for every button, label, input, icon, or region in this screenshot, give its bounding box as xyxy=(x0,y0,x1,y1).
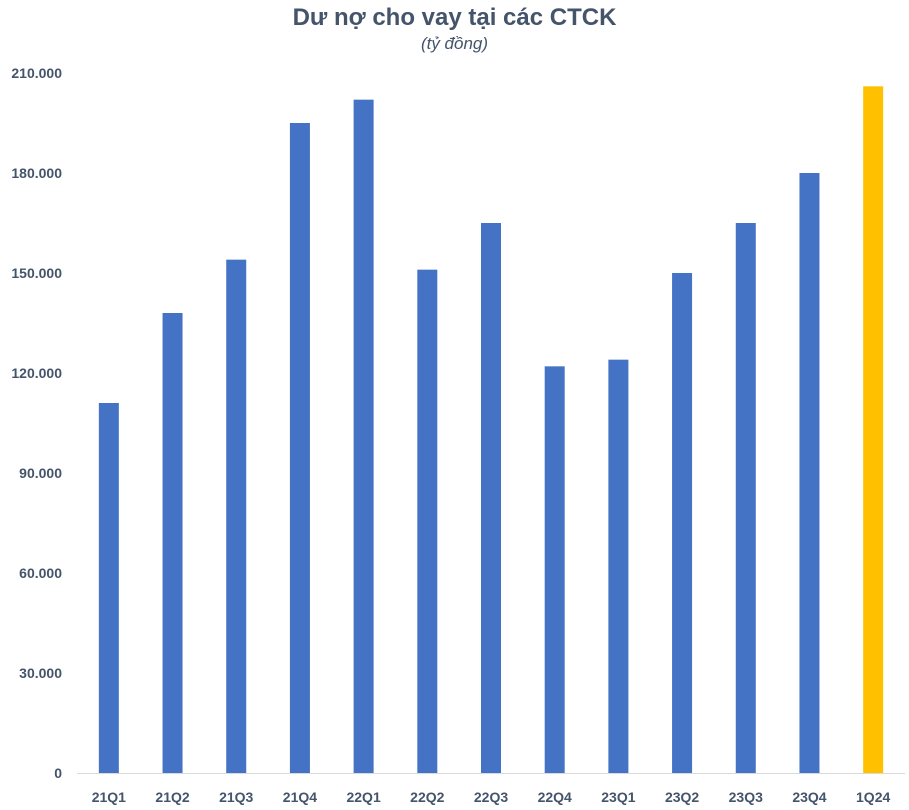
x-tick-label: 22Q3 xyxy=(474,789,508,805)
x-axis: 21Q1 21Q2 21Q3 21Q4 22Q1 22Q2 22Q3 22Q4 23Q1 23Q2… xyxy=(77,773,905,805)
y-axis: 0 30.000 60.000 90.000 120.000 150.000 180.000… xyxy=(11,65,62,781)
bar-23Q4 xyxy=(799,173,820,773)
x-tick-label: 22Q2 xyxy=(410,789,444,805)
y-tick-label: 180.000 xyxy=(11,165,62,181)
bar-21Q4 xyxy=(289,123,310,773)
x-tick-label: 22Q4 xyxy=(538,789,572,805)
bar-22Q2 xyxy=(417,269,438,773)
y-tick-label: 0 xyxy=(54,765,62,781)
x-tick-label: 23Q4 xyxy=(792,789,826,805)
x-tick-label: 21Q3 xyxy=(219,789,253,805)
x-tick-label: 23Q2 xyxy=(665,789,699,805)
x-tick-label: 23Q3 xyxy=(729,789,763,805)
bar-1Q24 xyxy=(863,86,884,774)
y-tick-label: 60.000 xyxy=(19,565,62,581)
bar-22Q3 xyxy=(481,223,501,773)
bar-22Q4 xyxy=(544,366,565,773)
y-tick-label: 210.000 xyxy=(11,65,62,81)
y-tick-label: 90.000 xyxy=(19,465,62,481)
x-tick-label: 1Q24 xyxy=(856,789,890,805)
bar-21Q3 xyxy=(226,259,247,774)
bar-21Q2 xyxy=(162,313,183,773)
x-tick-label: 21Q4 xyxy=(283,789,317,805)
chart-title: Dư nợ cho vay tại các CTCK xyxy=(292,4,617,31)
bar-22Q1 xyxy=(353,99,374,773)
bar-23Q3 xyxy=(735,223,756,773)
y-tick-label: 120.000 xyxy=(11,365,62,381)
y-tick-label: 30.000 xyxy=(19,665,62,681)
bar-23Q1 xyxy=(608,359,629,773)
x-tick-label: 21Q2 xyxy=(155,789,189,805)
bar-23Q2 xyxy=(672,273,693,773)
bars-group xyxy=(98,86,884,774)
chart-subtitle: (tỷ đồng) xyxy=(420,34,489,53)
y-tick-label: 150.000 xyxy=(11,265,62,281)
x-tick-label: 23Q1 xyxy=(601,789,635,805)
x-tick-label: 22Q1 xyxy=(346,789,380,805)
bar-21Q1 xyxy=(98,403,119,773)
x-tick-label: 21Q1 xyxy=(92,789,126,805)
